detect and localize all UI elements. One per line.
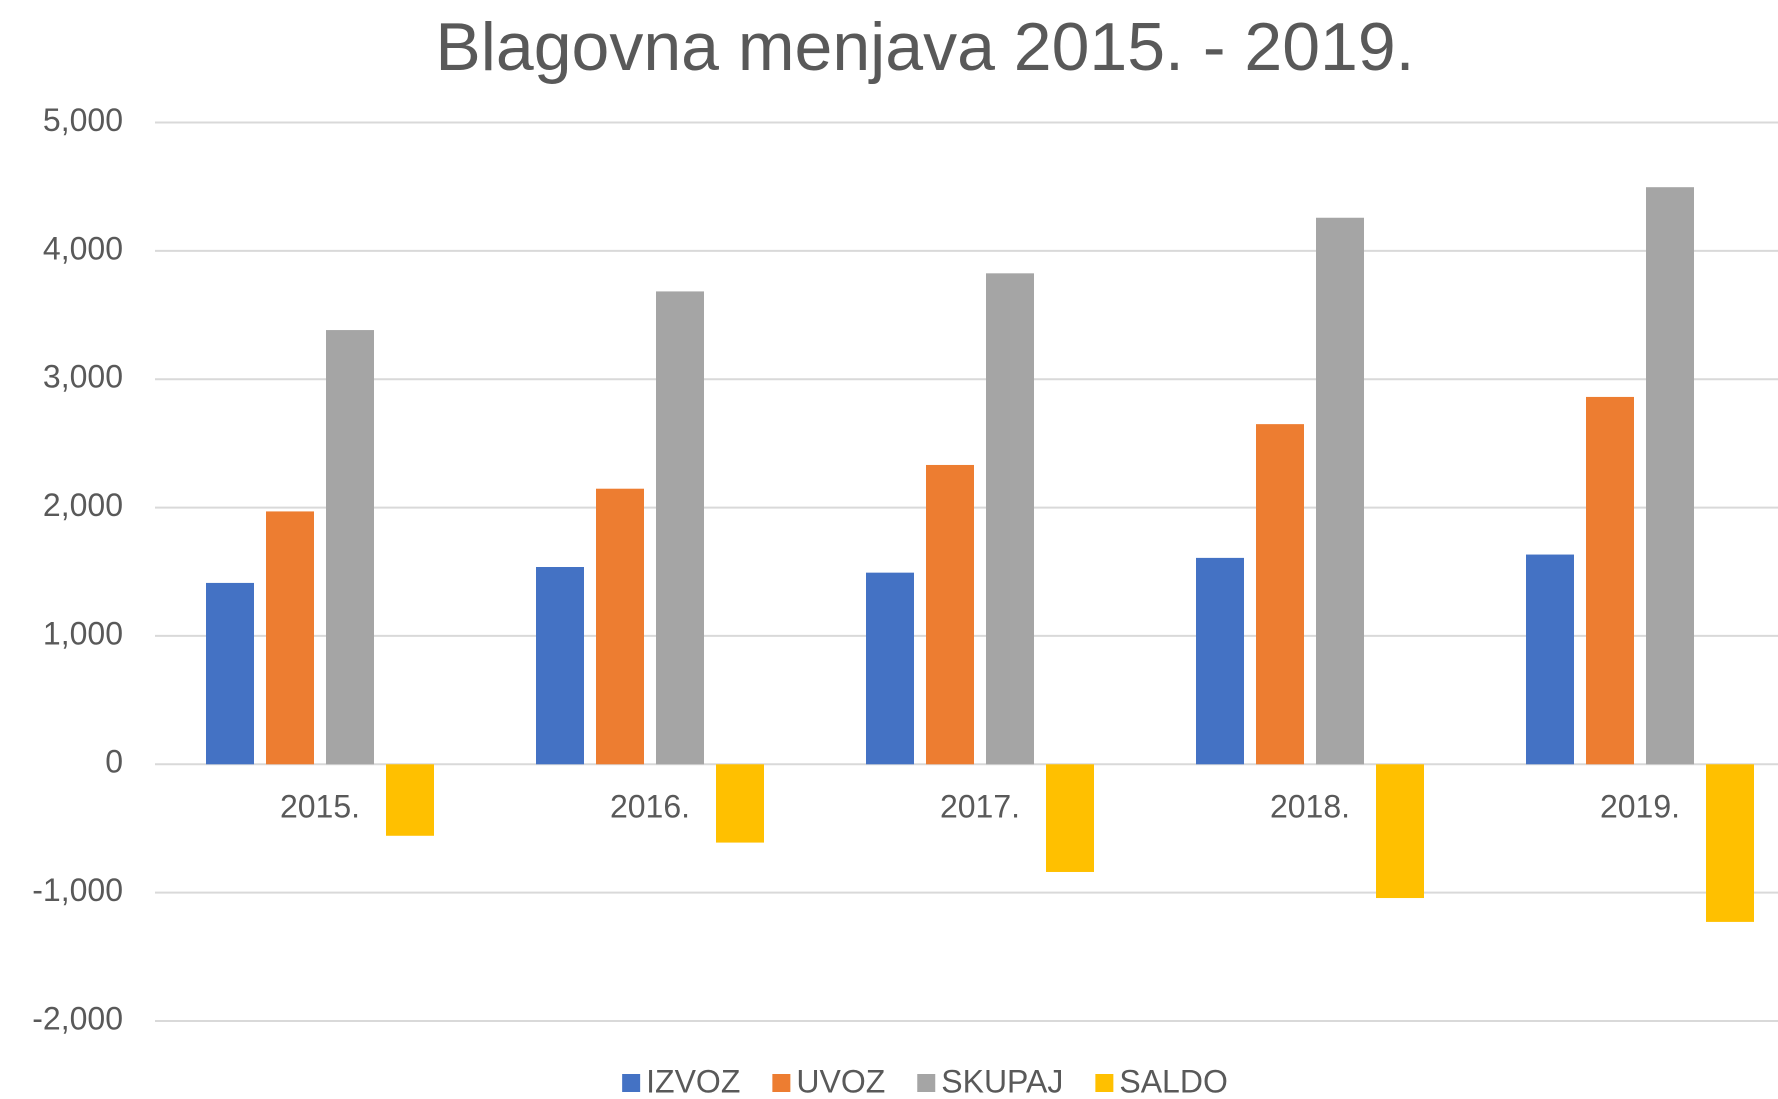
x-tick-label: 2019.: [1600, 788, 1680, 824]
y-tick-label: 5,000: [43, 102, 123, 138]
bar: [866, 572, 914, 765]
bar: [266, 511, 314, 765]
y-tick-label: 1,000: [43, 615, 123, 651]
bar: [1586, 396, 1634, 765]
x-tick-label: 2017.: [940, 788, 1020, 824]
legend-label: SALDO: [1119, 1063, 1227, 1099]
legend-label: UVOZ: [796, 1063, 885, 1099]
bar: [1046, 764, 1094, 872]
bar: [716, 764, 764, 843]
x-tick-label: 2015.: [280, 788, 360, 824]
bar: [386, 764, 434, 836]
bar: [596, 488, 644, 765]
y-tick-label: 0: [105, 744, 123, 780]
bar: [656, 291, 704, 765]
y-tick-label: -2,000: [32, 1000, 123, 1036]
y-tick-label: 4,000: [43, 230, 123, 266]
bar: [1646, 187, 1694, 765]
bar: [1526, 554, 1574, 765]
bar: [206, 582, 254, 765]
x-tick-label: 2016.: [610, 788, 690, 824]
bar: [1256, 424, 1304, 765]
y-tick-label: 2,000: [43, 487, 123, 523]
legend-swatch: [917, 1074, 936, 1092]
y-tick-label: 3,000: [43, 359, 123, 395]
bar: [1706, 764, 1754, 922]
y-tick-label: -1,000: [32, 872, 123, 908]
legend-swatch: [622, 1074, 641, 1092]
legend-swatch: [1095, 1074, 1114, 1092]
bar: [326, 330, 374, 765]
legend-label: IZVOZ: [646, 1063, 740, 1099]
bar: [536, 567, 584, 765]
bar: [986, 273, 1034, 765]
x-tick-label: 2018.: [1270, 788, 1350, 824]
bar: [1316, 217, 1364, 765]
bar: [926, 464, 974, 765]
chart-title: Blagovna menjava 2015. - 2019.: [435, 9, 1414, 85]
legend-swatch: [772, 1074, 791, 1092]
bar: [1376, 764, 1424, 899]
legend-label: SKUPAJ: [941, 1063, 1063, 1099]
bar: [1196, 557, 1244, 765]
